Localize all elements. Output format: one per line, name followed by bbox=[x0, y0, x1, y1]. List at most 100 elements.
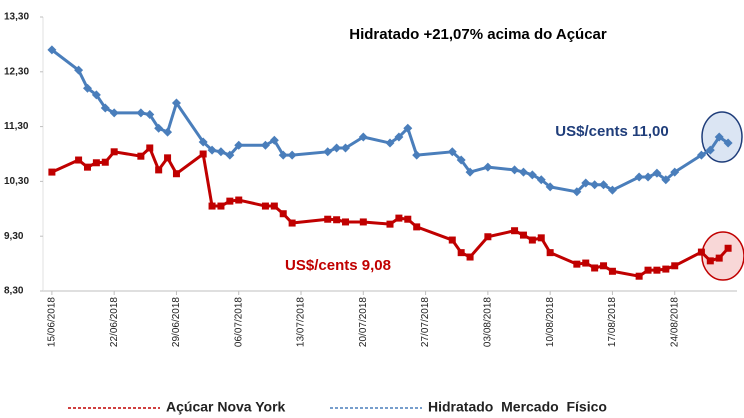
marker bbox=[199, 150, 207, 158]
marker bbox=[572, 187, 582, 197]
marker bbox=[324, 215, 332, 223]
marker bbox=[91, 90, 101, 100]
marker bbox=[519, 231, 527, 239]
marker bbox=[705, 145, 715, 155]
marker bbox=[536, 175, 546, 185]
marker bbox=[47, 45, 57, 55]
annotation: Hidratado +21,07% acima do Açúcar bbox=[349, 26, 607, 43]
series-line bbox=[50, 48, 729, 194]
marker bbox=[155, 166, 163, 174]
marker bbox=[163, 127, 173, 137]
marker bbox=[75, 156, 83, 164]
marker bbox=[653, 266, 661, 274]
marker bbox=[341, 143, 351, 153]
marker bbox=[545, 182, 555, 192]
marker bbox=[582, 259, 590, 267]
marker bbox=[546, 249, 554, 257]
marker bbox=[279, 210, 287, 218]
marker bbox=[715, 254, 723, 262]
marker bbox=[447, 147, 457, 157]
marker bbox=[288, 219, 296, 227]
annotation: US$/cents 11,00 bbox=[555, 123, 668, 140]
marker bbox=[92, 159, 100, 167]
marker bbox=[599, 180, 609, 190]
marker bbox=[518, 167, 528, 177]
marker bbox=[600, 262, 608, 270]
x-tick-label: 13/07/2018 bbox=[296, 297, 307, 347]
x-tick-label: 24/08/2018 bbox=[669, 297, 680, 347]
y-tick-label: 11,30 bbox=[4, 121, 29, 132]
x-tick-label: 06/07/2018 bbox=[233, 297, 244, 347]
marker bbox=[83, 163, 91, 171]
marker bbox=[662, 265, 670, 273]
marker bbox=[644, 266, 652, 274]
annotation: US$/cents 9,08 bbox=[285, 257, 391, 274]
marker bbox=[287, 150, 297, 160]
marker bbox=[386, 220, 394, 228]
marker bbox=[332, 143, 342, 153]
marker bbox=[394, 132, 404, 142]
marker bbox=[269, 135, 279, 145]
marker bbox=[537, 234, 545, 242]
marker bbox=[466, 253, 474, 261]
x-tick-label: 20/07/2018 bbox=[358, 297, 369, 347]
marker bbox=[164, 154, 172, 162]
marker bbox=[483, 162, 493, 172]
marker bbox=[456, 155, 466, 165]
marker bbox=[235, 196, 243, 204]
marker bbox=[412, 150, 422, 160]
marker bbox=[154, 123, 164, 133]
marker bbox=[234, 140, 244, 150]
marker bbox=[634, 172, 644, 182]
marker bbox=[573, 260, 581, 268]
marker bbox=[608, 267, 616, 275]
marker bbox=[207, 145, 217, 155]
legend-item: Hidratado Mercado Físico bbox=[330, 399, 607, 415]
x-tick-label: 10/08/2018 bbox=[545, 297, 556, 347]
marker bbox=[484, 233, 492, 241]
marker bbox=[226, 197, 234, 205]
marker bbox=[607, 185, 617, 195]
marker bbox=[697, 248, 705, 256]
marker bbox=[260, 140, 270, 150]
marker bbox=[137, 152, 145, 160]
x-tick-label: 17/08/2018 bbox=[607, 297, 618, 347]
marker bbox=[100, 103, 110, 113]
marker bbox=[527, 170, 537, 180]
marker bbox=[635, 272, 643, 280]
marker bbox=[146, 144, 154, 152]
marker bbox=[385, 138, 395, 148]
marker bbox=[342, 218, 350, 226]
marker bbox=[74, 65, 84, 75]
marker bbox=[581, 178, 591, 188]
x-tick-label: 22/06/2018 bbox=[109, 297, 120, 347]
legend-item: Açúcar Nova York bbox=[68, 399, 286, 415]
marker bbox=[82, 83, 92, 93]
marker bbox=[261, 202, 269, 210]
marker bbox=[661, 175, 671, 185]
marker bbox=[109, 108, 119, 118]
marker bbox=[225, 150, 235, 160]
marker bbox=[465, 167, 475, 177]
x-tick-label: 27/07/2018 bbox=[420, 297, 431, 347]
legend-label: Açúcar Nova York bbox=[166, 399, 286, 415]
marker bbox=[395, 214, 403, 222]
y-tick-label: 12,30 bbox=[4, 66, 29, 77]
marker bbox=[696, 150, 706, 160]
y-tick-label: 10,30 bbox=[4, 176, 29, 187]
marker bbox=[216, 147, 226, 157]
marker bbox=[403, 123, 413, 133]
marker bbox=[359, 218, 367, 226]
marker bbox=[511, 227, 519, 235]
marker bbox=[217, 202, 225, 210]
y-tick-label: 9,30 bbox=[4, 231, 24, 242]
marker bbox=[714, 132, 724, 142]
marker bbox=[590, 180, 600, 190]
marker bbox=[448, 236, 456, 244]
marker bbox=[643, 172, 653, 182]
marker bbox=[48, 168, 56, 176]
marker bbox=[671, 262, 679, 270]
y-tick-label: 13,30 bbox=[4, 12, 29, 23]
marker bbox=[724, 244, 732, 252]
